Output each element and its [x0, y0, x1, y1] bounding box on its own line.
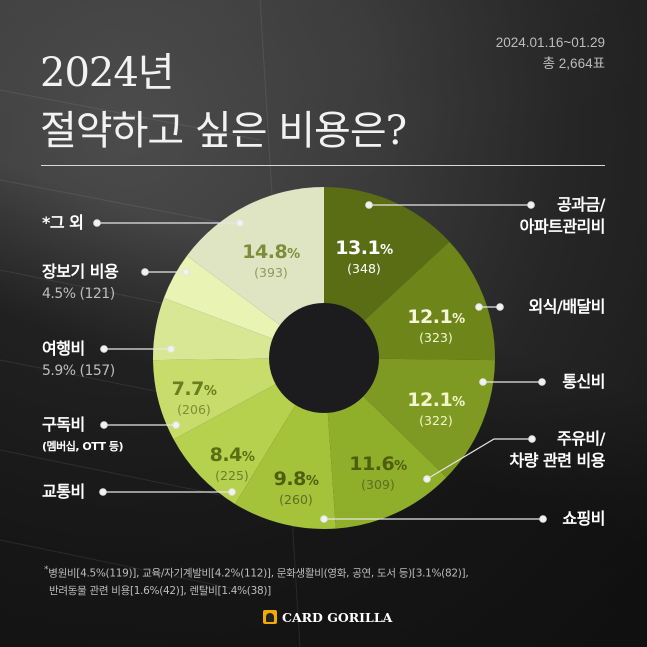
footnote: *병원비[4.5%(119)], 교육/자기계발비[4.2%(112)], 문화…: [44, 565, 469, 597]
gorilla-logo-icon: [263, 610, 277, 624]
segment-percent: 9.8: [273, 467, 307, 490]
leader-transport: [99, 488, 236, 496]
brand-logo: CARD GORILLA: [263, 609, 392, 625]
callout-groceries: 장보기 비용 4.5% (121): [42, 261, 119, 305]
segment-percent: 12.1: [407, 388, 453, 411]
leader-lines: [93, 201, 547, 523]
page-title-line2: 절약하고 싶은 비용은?: [40, 108, 407, 154]
segment-count: (393): [254, 264, 288, 280]
leader-others: [93, 219, 244, 227]
brand-name: CARD GORILLA: [282, 609, 393, 625]
segment-label-shopping: 9.8% (260): [273, 467, 319, 507]
leader-groceries: [141, 268, 190, 276]
segment-count: (348): [347, 260, 381, 276]
segment-count: (260): [279, 491, 313, 507]
leader-travel: [100, 345, 175, 353]
survey-date-range: 2024.01.16~01.29: [495, 35, 605, 50]
segment-percent: 8.4: [209, 443, 243, 466]
segment-label-others: 14.8% (393): [242, 240, 300, 280]
callout-others: *그 외: [42, 213, 84, 232]
donut-hole: [269, 303, 379, 413]
leader-subscriptions: [100, 421, 180, 429]
segment-percent: 11.6: [349, 452, 395, 475]
leader-fuel: [423, 435, 536, 483]
leader-utilities: [365, 201, 535, 209]
leader-dining: [475, 303, 504, 311]
segment-percent: 7.7: [171, 377, 205, 400]
leader-telecom: [479, 378, 546, 386]
callout-telecom: 통신비: [562, 372, 605, 391]
callout-dining: 외식/배달비: [528, 297, 606, 316]
callout-shopping: 쇼핑비: [562, 509, 605, 528]
page-title-line1: 2024년: [40, 50, 175, 96]
callout-transport: 교통비: [42, 482, 85, 501]
title-divider: [41, 165, 605, 166]
segment-count: (323): [419, 329, 453, 345]
callout-groceries-value: 4.5% (121): [42, 286, 115, 302]
segment-label-fuel: 11.6% (309): [349, 452, 407, 492]
segment-count: (206): [177, 401, 211, 417]
callout-travel: 여행비 5.9% (157): [42, 338, 115, 382]
callout-utilities: 공과금/ 아파트관리비: [519, 195, 606, 236]
callout-fuel: 주유비/ 차량 관련 비용: [509, 429, 606, 470]
leader-shopping: [320, 515, 547, 523]
segment-count: (225): [215, 467, 249, 483]
segment-count: (322): [419, 412, 453, 428]
segment-label-utilities: 13.1% (348): [335, 236, 393, 276]
segment-percent: 13.1: [335, 236, 381, 259]
segment-label-dining: 12.1% (323): [407, 305, 465, 345]
callout-subscriptions: 구독비 (멤버십, OTT 등): [42, 414, 123, 458]
segment-label-subscriptions: 7.7% (206): [171, 377, 217, 417]
segment-percent: 12.1: [407, 305, 453, 328]
segment-percent: 14.8: [242, 240, 288, 263]
segment-label-transport: 8.4% (225): [209, 443, 255, 483]
callout-subscriptions-note: (멤버십, OTT 등): [42, 440, 123, 453]
total-votes: 총 2,664표: [542, 56, 605, 71]
segment-count: (309): [361, 476, 395, 492]
segment-label-telecom: 12.1% (322): [407, 388, 465, 428]
callout-travel-value: 5.9% (157): [42, 363, 115, 379]
